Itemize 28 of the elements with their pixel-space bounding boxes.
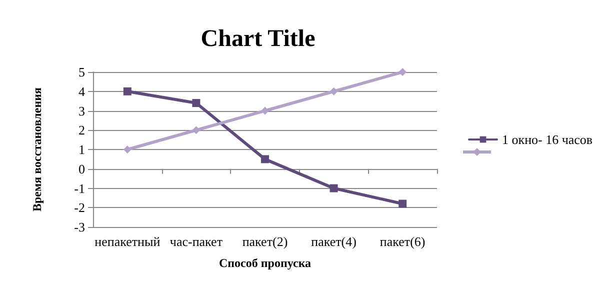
x-axis-title: Способ пропуска bbox=[218, 256, 312, 270]
y-tick-label: -3 bbox=[74, 220, 85, 234]
x-tick-label: непакетный bbox=[94, 234, 160, 249]
y-tick-label: 2 bbox=[78, 122, 85, 138]
y-tick-label: -1 bbox=[74, 180, 85, 196]
point bbox=[398, 200, 407, 208]
y-tick-label: 0 bbox=[78, 161, 85, 176]
y-tick-label: 5 bbox=[78, 64, 85, 80]
point bbox=[330, 87, 338, 96]
point bbox=[398, 68, 407, 76]
point bbox=[192, 99, 200, 107]
x-tick-label: пакет(2) bbox=[242, 234, 288, 249]
point bbox=[192, 126, 200, 134]
x-tick-label: пакет(4) bbox=[311, 234, 356, 249]
x-tick-label: пакет(6) bbox=[380, 234, 426, 249]
x-tick-label: час-пакет bbox=[170, 234, 223, 249]
point bbox=[261, 106, 269, 115]
point bbox=[330, 184, 338, 192]
y-tick-label: 4 bbox=[78, 84, 86, 99]
y-tick-label: 1 bbox=[78, 142, 85, 157]
y-tick-label: -2 bbox=[74, 200, 85, 216]
y-tick-label: 3 bbox=[78, 103, 85, 118]
point bbox=[123, 146, 132, 154]
legend-label: 1 окно- 16 часов bbox=[502, 132, 593, 147]
point bbox=[123, 87, 132, 96]
point bbox=[261, 155, 269, 164]
chart-title: Chart Title bbox=[200, 26, 316, 52]
y-axis-title: Время восстановления bbox=[30, 86, 44, 212]
